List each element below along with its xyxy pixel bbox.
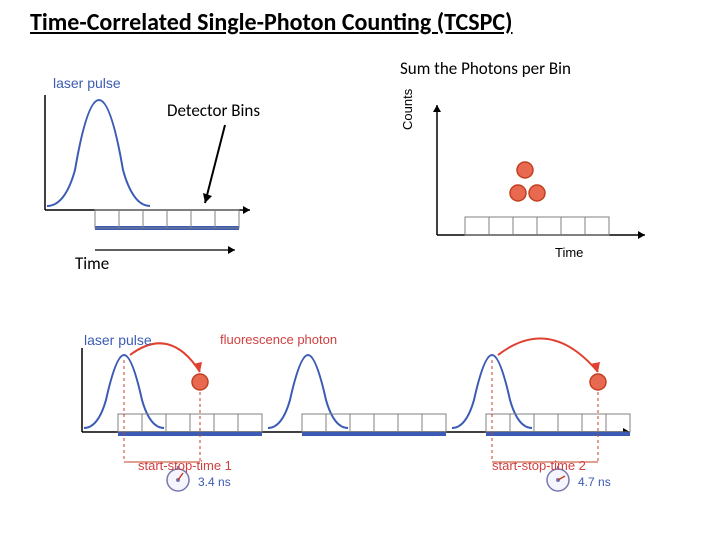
fluorescence-photon-1 (192, 374, 208, 390)
time-axis-label-hist: Time (555, 245, 583, 260)
time-val-1: 3.4 ns (198, 475, 231, 489)
photon-dot (529, 185, 545, 201)
time-val-2: 4.7 ns (578, 475, 611, 489)
bins-top-left (95, 210, 239, 228)
bottom-timeline (70, 320, 660, 520)
fluorescence-photon-2 (590, 374, 606, 390)
counts-axis-label: Counts (400, 89, 415, 130)
fluorescence-photon-label: fluorescence photon (220, 332, 337, 347)
counts-histogram (405, 95, 665, 270)
laser-pulse-label-top: laser pulse (53, 75, 121, 91)
start-stop-label-1: start-stop-time 1 (138, 458, 258, 473)
bins-hist (465, 217, 609, 235)
start-stop-label-2: start-stop-time 2 (492, 458, 612, 473)
photon-dot (510, 185, 526, 201)
sum-photons-label: Sum the Photons per Bin (400, 58, 571, 79)
laser-pulse-label-bottom: laser pulse (84, 332, 152, 348)
photon-dot (517, 162, 533, 178)
page-title: Time-Correlated Single-Photon Counting (… (30, 8, 513, 37)
laser-pulse-diagram (35, 75, 295, 275)
